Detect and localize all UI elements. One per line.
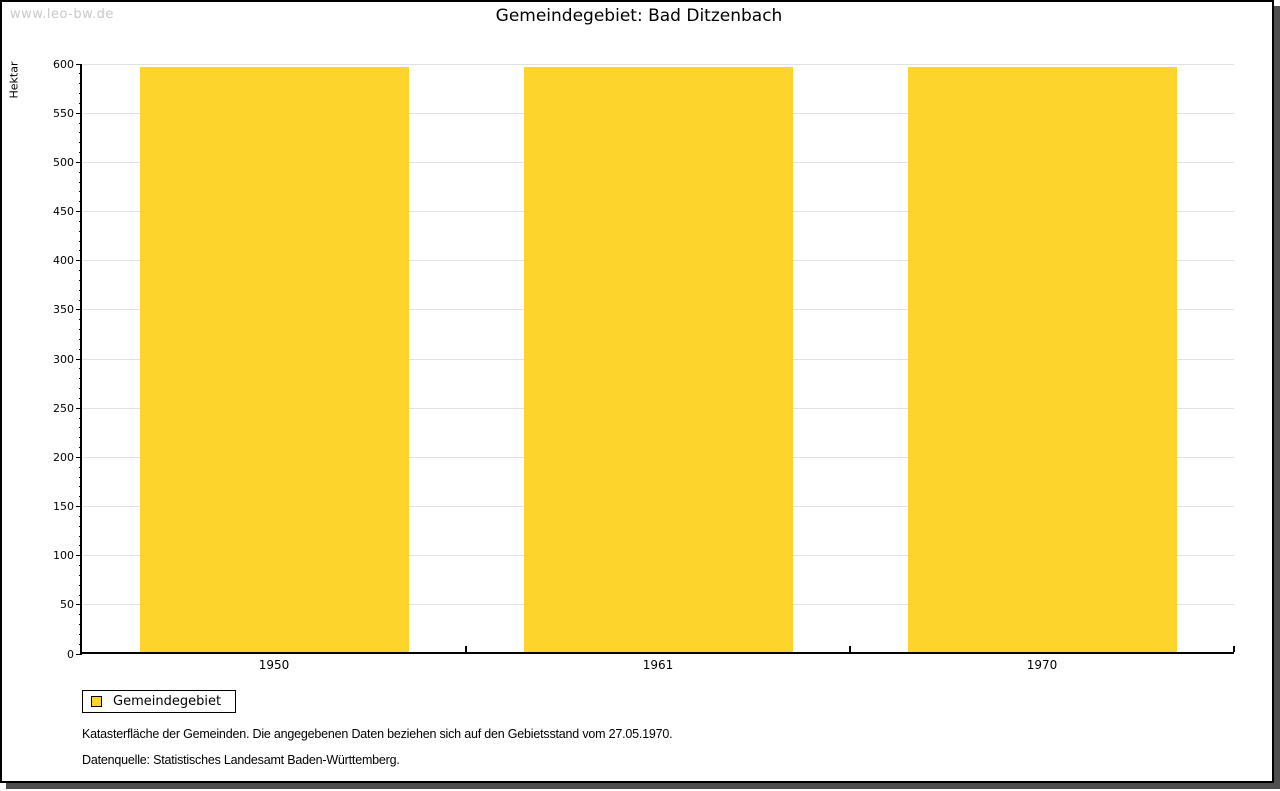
y-minor-tick bbox=[79, 231, 82, 232]
x-boundary-tick bbox=[1233, 646, 1235, 652]
y-minor-tick bbox=[79, 427, 82, 428]
legend-label: Gemeindegebiet bbox=[113, 694, 222, 709]
y-minor-tick bbox=[79, 123, 82, 124]
y-minor-tick bbox=[79, 73, 82, 74]
watermark-url: www.leo-bw.de bbox=[10, 7, 114, 22]
y-tick-label: 50 bbox=[60, 598, 74, 611]
y-minor-tick bbox=[79, 368, 82, 369]
y-tick-label: 300 bbox=[53, 353, 74, 366]
y-tick-label: 100 bbox=[53, 549, 74, 562]
y-tick-label: 0 bbox=[67, 648, 74, 661]
y-major-tick bbox=[76, 604, 82, 605]
y-minor-tick bbox=[79, 575, 82, 576]
y-minor-tick bbox=[79, 585, 82, 586]
y-tick-label: 450 bbox=[53, 205, 74, 218]
y-minor-tick bbox=[79, 634, 82, 635]
y-gridline bbox=[82, 64, 1234, 65]
y-minor-tick bbox=[79, 536, 82, 537]
y-minor-tick bbox=[79, 319, 82, 320]
y-tick-label: 500 bbox=[53, 156, 74, 169]
y-tick-label: 400 bbox=[53, 254, 74, 267]
y-minor-tick bbox=[79, 486, 82, 487]
y-minor-tick bbox=[79, 172, 82, 173]
y-major-tick bbox=[76, 654, 82, 655]
y-tick-label: 550 bbox=[53, 107, 74, 120]
y-minor-tick bbox=[79, 545, 82, 546]
y-minor-tick bbox=[79, 339, 82, 340]
y-major-tick bbox=[76, 457, 82, 458]
y-minor-tick bbox=[79, 201, 82, 202]
y-minor-tick bbox=[79, 447, 82, 448]
y-minor-tick bbox=[79, 241, 82, 242]
y-minor-tick bbox=[79, 152, 82, 153]
y-minor-tick bbox=[79, 300, 82, 301]
y-major-tick bbox=[76, 408, 82, 409]
y-minor-tick bbox=[79, 477, 82, 478]
y-major-tick bbox=[76, 309, 82, 310]
y-minor-tick bbox=[79, 290, 82, 291]
x-tick-label: 1970 bbox=[1026, 658, 1058, 672]
y-tick-label: 600 bbox=[53, 58, 74, 71]
y-minor-tick bbox=[79, 83, 82, 84]
x-tick-label: 1950 bbox=[258, 658, 290, 672]
legend-box: Gemeindegebiet bbox=[82, 690, 237, 713]
x-boundary-tick bbox=[849, 646, 851, 652]
y-minor-tick bbox=[79, 191, 82, 192]
y-minor-tick bbox=[79, 103, 82, 104]
footnote-description: Katasterfläche der Gemeinden. Die angege… bbox=[82, 727, 673, 741]
y-major-tick bbox=[76, 113, 82, 114]
y-minor-tick bbox=[79, 250, 82, 251]
x-axis-line bbox=[80, 652, 1234, 654]
y-minor-tick bbox=[79, 349, 82, 350]
y-minor-tick bbox=[79, 378, 82, 379]
y-minor-tick bbox=[79, 280, 82, 281]
y-minor-tick bbox=[79, 467, 82, 468]
y-minor-tick bbox=[79, 418, 82, 419]
y-major-tick bbox=[76, 359, 82, 360]
footnote-datasource: Datenquelle: Statistisches Landesamt Bad… bbox=[82, 753, 400, 767]
y-minor-tick bbox=[79, 614, 82, 615]
y-major-tick bbox=[76, 260, 82, 261]
y-minor-tick bbox=[79, 565, 82, 566]
y-minor-tick bbox=[79, 329, 82, 330]
y-major-tick bbox=[76, 64, 82, 65]
y-minor-tick bbox=[79, 644, 82, 645]
y-tick-label: 350 bbox=[53, 303, 74, 316]
y-minor-tick bbox=[79, 93, 82, 94]
y-tick-label: 250 bbox=[53, 402, 74, 415]
chart-title: Gemeindegebiet: Bad Ditzenbach bbox=[495, 6, 783, 26]
y-tick-label: 200 bbox=[53, 451, 74, 464]
y-major-tick bbox=[76, 211, 82, 212]
y-minor-tick bbox=[79, 526, 82, 527]
x-boundary-tick bbox=[465, 646, 467, 652]
y-minor-tick bbox=[79, 388, 82, 389]
y-minor-tick bbox=[79, 398, 82, 399]
y-minor-tick bbox=[79, 595, 82, 596]
y-minor-tick bbox=[79, 221, 82, 222]
y-major-tick bbox=[76, 506, 82, 507]
y-minor-tick bbox=[79, 182, 82, 183]
y-minor-tick bbox=[79, 132, 82, 133]
bar-1970 bbox=[908, 67, 1177, 652]
y-minor-tick bbox=[79, 496, 82, 497]
bar-1961 bbox=[524, 67, 793, 652]
y-tick-label: 150 bbox=[53, 500, 74, 513]
y-minor-tick bbox=[79, 142, 82, 143]
y-minor-tick bbox=[79, 516, 82, 517]
y-major-tick bbox=[76, 555, 82, 556]
y-minor-tick bbox=[79, 437, 82, 438]
legend-swatch-icon bbox=[91, 696, 102, 707]
bar-1950 bbox=[140, 67, 409, 652]
y-minor-tick bbox=[79, 270, 82, 271]
y-minor-tick bbox=[79, 624, 82, 625]
x-tick-label: 1961 bbox=[642, 658, 674, 672]
y-major-tick bbox=[76, 162, 82, 163]
